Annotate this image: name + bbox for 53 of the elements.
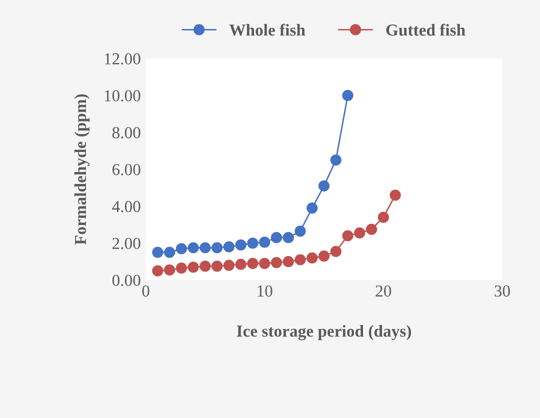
y-tick-label: 12.00	[104, 53, 140, 65]
point	[378, 212, 389, 223]
point	[306, 202, 318, 214]
x-axis-title: Ice storage period (days)	[236, 325, 411, 340]
point	[200, 242, 211, 254]
point	[270, 256, 282, 268]
point	[259, 258, 270, 269]
point	[152, 246, 164, 258]
point	[282, 232, 294, 244]
point	[330, 246, 342, 257]
point	[330, 154, 342, 166]
point	[390, 190, 401, 201]
y-tick-label: 6.00	[112, 164, 140, 176]
x-tick-label: 0	[142, 285, 150, 297]
point	[318, 180, 330, 192]
y-axis-title: Formaldehyde (ppm)	[74, 94, 90, 245]
point	[306, 252, 318, 264]
point	[223, 260, 235, 271]
point	[318, 250, 330, 262]
point	[342, 230, 354, 242]
point	[188, 262, 199, 273]
legend-label: Whole fish	[229, 24, 306, 36]
point	[366, 224, 378, 235]
point	[152, 265, 164, 276]
point	[235, 239, 246, 251]
point	[259, 236, 270, 248]
y-tick-label: 10.00	[104, 90, 140, 102]
x-tick-label: 20	[376, 285, 392, 297]
point	[223, 241, 235, 252]
point	[200, 260, 211, 272]
point	[188, 242, 199, 254]
point	[247, 258, 258, 269]
y-tick-label: 4.00	[112, 200, 140, 212]
point	[294, 226, 306, 237]
point	[164, 264, 176, 276]
point	[270, 232, 282, 244]
point	[212, 242, 223, 254]
y-tick-label: 2.00	[112, 238, 140, 250]
point	[235, 258, 246, 270]
point	[176, 243, 187, 254]
x-tick-label: 10	[258, 285, 272, 297]
point	[354, 227, 366, 239]
point	[176, 262, 187, 274]
point	[342, 90, 354, 101]
x-tick-label: 30	[494, 285, 510, 297]
point	[247, 238, 258, 249]
point	[164, 246, 176, 258]
y-tick-label: 8.00	[112, 127, 140, 138]
point	[294, 254, 306, 266]
y-tick-label: 0.00	[112, 274, 140, 286]
legend-label: Gutted fish	[386, 24, 466, 36]
point	[212, 260, 223, 272]
point	[282, 256, 294, 268]
